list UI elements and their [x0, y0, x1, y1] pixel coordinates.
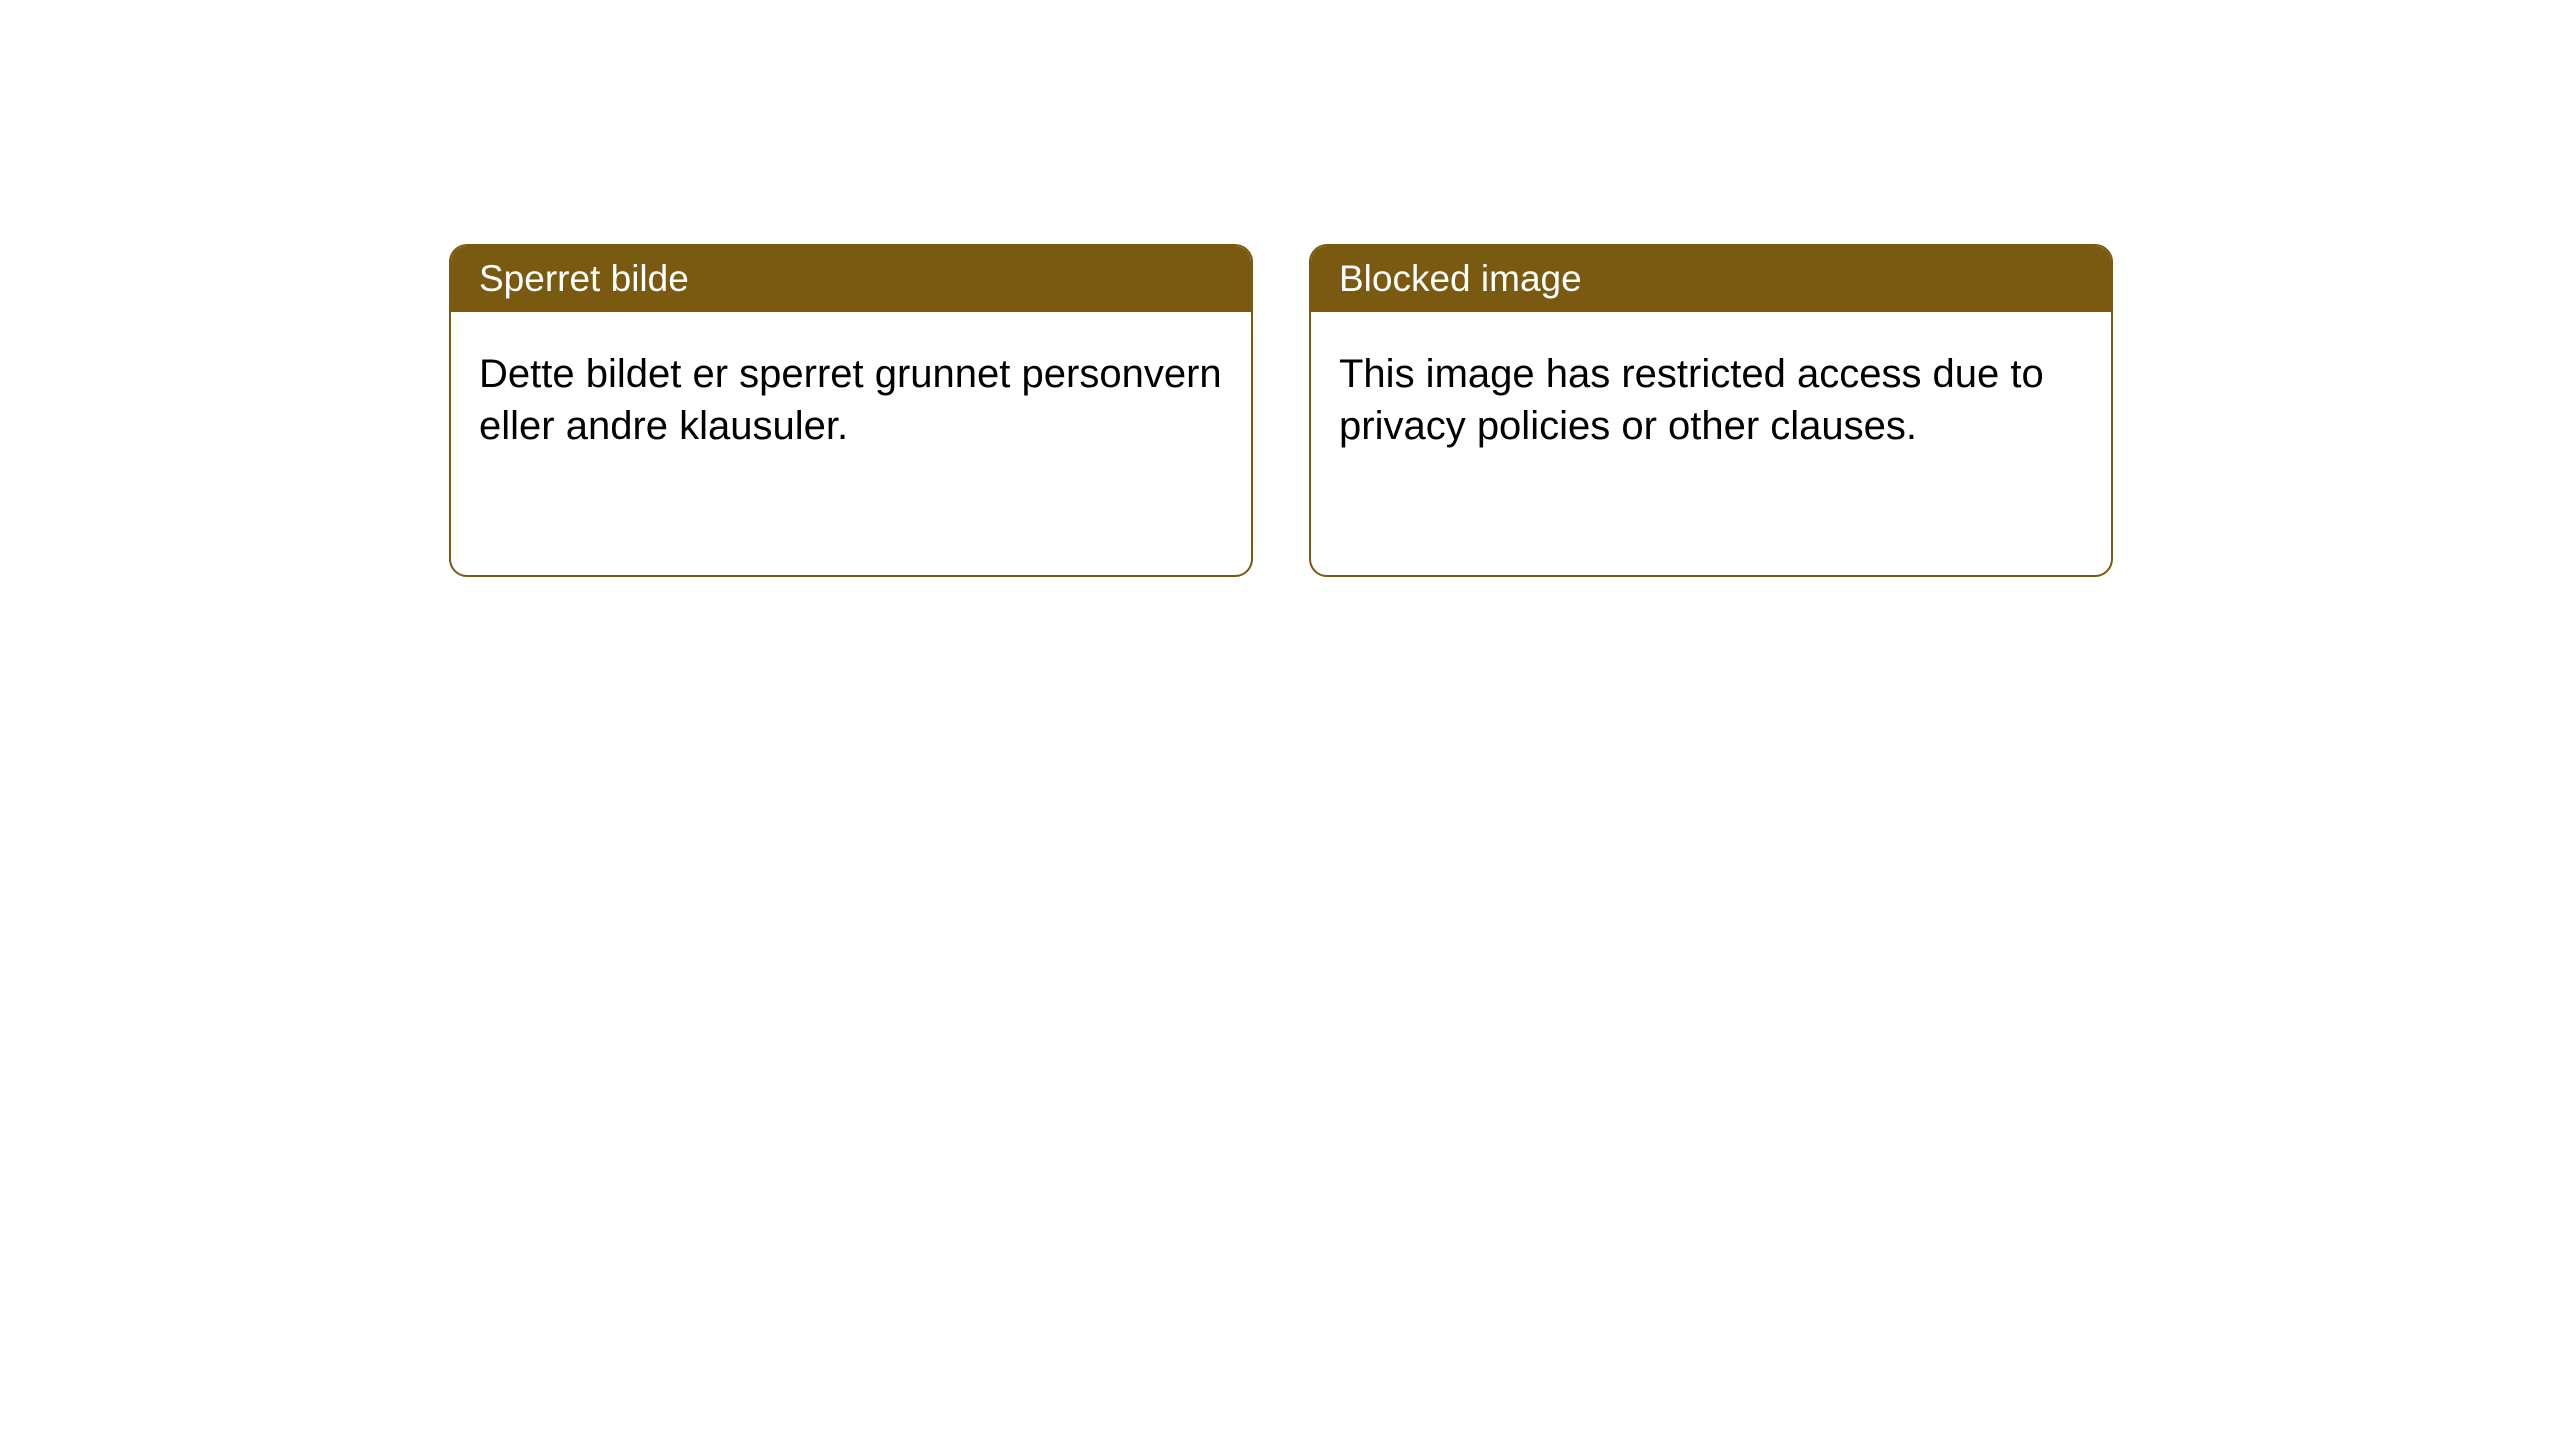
cards-container: Sperret bilde Dette bildet er sperret gr…	[0, 0, 2560, 577]
card-body-text: Dette bildet er sperret grunnet personve…	[479, 352, 1222, 448]
card-title: Sperret bilde	[479, 258, 689, 299]
card-header: Sperret bilde	[451, 246, 1251, 312]
card-norwegian: Sperret bilde Dette bildet er sperret gr…	[449, 244, 1253, 577]
card-body: This image has restricted access due to …	[1311, 312, 2111, 488]
card-body-text: This image has restricted access due to …	[1339, 352, 2044, 448]
card-header: Blocked image	[1311, 246, 2111, 312]
card-title: Blocked image	[1339, 258, 1582, 299]
card-english: Blocked image This image has restricted …	[1309, 244, 2113, 577]
card-body: Dette bildet er sperret grunnet personve…	[451, 312, 1251, 488]
